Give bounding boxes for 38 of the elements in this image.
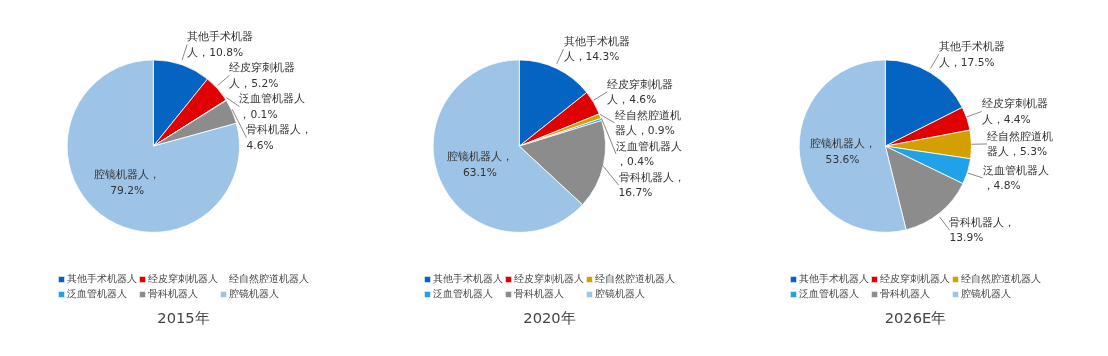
legend-label: 腔镜机器人	[961, 287, 1011, 301]
legend-label: 腔镜机器人	[229, 287, 279, 301]
legend-label: 其他手术机器人	[799, 272, 869, 286]
data-label: 经自然腔道机器人，0.9%	[614, 108, 681, 138]
data-label: 其他手术机器人，17.5%	[938, 40, 1005, 69]
legend-label: 泛血管机器人	[433, 287, 493, 301]
data-label: 经皮穿刺机器人，5.2%	[229, 61, 296, 90]
legend-label: 骨科机器人	[514, 287, 564, 301]
data-label: 腔镜机器人，53.6%	[809, 137, 876, 166]
data-label: 骨科机器人，13.9%	[949, 215, 1016, 245]
data-label: 骨科机器人，4.6%	[246, 123, 313, 152]
data-label: 泛血管机器人，4.8%	[982, 163, 1049, 193]
category-label: 经自然腔道机器人	[229, 273, 309, 284]
text: 2020年	[523, 308, 576, 326]
legend-label: 经皮穿刺机器人	[514, 272, 584, 286]
legend-label: 骨科机器人	[880, 287, 930, 301]
legend-label: 泛血管机器人	[67, 287, 127, 301]
legend-label: 经皮穿刺机器人	[148, 272, 218, 286]
legend-label: 经自然腔道机器人	[595, 272, 675, 286]
legend-label: 经自然腔道机器人	[961, 272, 1041, 286]
data-label: 经皮穿刺机器人，4.6%	[607, 77, 674, 107]
legend-label: 泛血管机器人	[799, 287, 859, 301]
data-label: 骨科机器人，16.7%	[618, 170, 685, 200]
data-label: 经皮穿刺机器人，4.4%	[981, 97, 1048, 126]
text: 2015年	[157, 308, 210, 326]
data-label: 经自然腔道机器人，5.3%	[987, 129, 1054, 159]
legend-label: 其他手术机器人	[433, 272, 503, 286]
data-label: 腔镜机器人，63.1%	[446, 150, 513, 179]
data-label: 其他手术机器人，14.3%	[563, 34, 630, 64]
text: 2026E年	[884, 308, 947, 326]
data-label: 腔镜机器人，79.2%	[94, 168, 161, 197]
data-label: 泛血管机器人，0.4%	[616, 139, 683, 169]
legend-label: 骨科机器人	[148, 287, 198, 301]
data-label: 其他手术机器人，10.8%	[187, 30, 254, 59]
data-label: 泛血管机器人，0.1%	[239, 92, 306, 121]
legend-label: 腔镜机器人	[595, 287, 645, 301]
legend-label: 经皮穿刺机器人	[880, 272, 950, 286]
legend-label: 其他手术机器人	[67, 272, 137, 286]
